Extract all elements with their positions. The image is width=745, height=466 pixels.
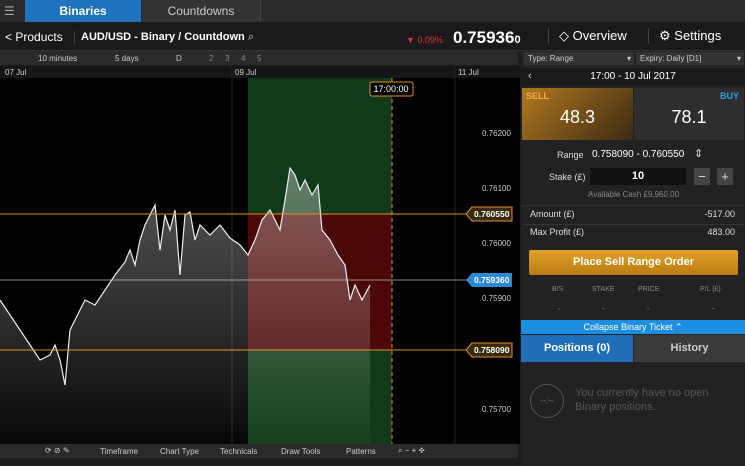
stake-input[interactable]: 10 bbox=[590, 168, 686, 185]
overview-text: Overview bbox=[572, 28, 627, 43]
stake-minus[interactable]: − bbox=[694, 168, 710, 185]
page-3[interactable]: 3 bbox=[225, 54, 230, 63]
empty-message: You currently have no open Binary positi… bbox=[575, 387, 709, 413]
level-badge bbox=[465, 206, 513, 222]
axis-label: 0.76200 bbox=[482, 129, 511, 138]
sell-price: 48.3 bbox=[559, 107, 596, 127]
level-label: 0.758090 bbox=[474, 345, 510, 355]
span[interactable]: 5 days bbox=[115, 54, 139, 63]
page-5[interactable]: 5 bbox=[257, 54, 262, 63]
profit-label: Max Profit (£) bbox=[530, 227, 585, 237]
buy-price: 78.1 bbox=[671, 107, 707, 127]
col-stake: STAKE bbox=[592, 286, 615, 293]
place-order-button[interactable]: Place Sell Range Order bbox=[529, 250, 738, 275]
period[interactable]: D bbox=[176, 54, 182, 63]
amount: -517.00 bbox=[704, 209, 735, 219]
range-value: 0.758090 - 0.760550 bbox=[592, 149, 685, 160]
cell: - bbox=[558, 304, 561, 313]
stake-label: Stake (£) bbox=[549, 172, 586, 182]
chart-toolbar bbox=[0, 51, 518, 65]
level-label: 0.760550 bbox=[474, 209, 510, 219]
col-price: PRICE bbox=[638, 286, 660, 293]
tab-binaries[interactable]: Binaries bbox=[25, 0, 141, 22]
settings-button[interactable]: ⚙ Settings bbox=[648, 28, 721, 44]
menu-button[interactable]: ☰ bbox=[4, 4, 15, 18]
overview-button[interactable]: ◇ Overview bbox=[548, 28, 627, 44]
timeframe[interactable]: Timeframe bbox=[100, 447, 138, 456]
page-2[interactable]: 2 bbox=[209, 54, 214, 63]
sell-box[interactable] bbox=[522, 88, 633, 140]
level-badge bbox=[465, 342, 513, 358]
price-area bbox=[0, 168, 370, 444]
time: 17:00 - 10 Jul 2017 bbox=[590, 71, 676, 82]
axis-label: 0.75700 bbox=[482, 405, 511, 414]
amount-label: Amount (£) bbox=[530, 209, 575, 219]
chart-type[interactable]: Chart Type bbox=[160, 447, 199, 456]
history-tab[interactable]: History bbox=[634, 335, 745, 362]
axis-label: 0.76000 bbox=[482, 239, 511, 248]
expiry-select[interactable]: Expiry: Daily [D1] ▾ bbox=[636, 52, 744, 65]
interval[interactable]: 10 minutes bbox=[38, 54, 78, 63]
type-text: Type: Range bbox=[528, 54, 574, 63]
axis-label: 0.76100 bbox=[482, 184, 511, 193]
price-pip: 0 bbox=[514, 34, 521, 46]
expiry-badge bbox=[369, 81, 414, 97]
range-icon[interactable]: ⇕ bbox=[694, 148, 704, 160]
price-line bbox=[0, 166, 371, 386]
stake-plus[interactable]: + bbox=[717, 168, 733, 185]
buy-label: BUY bbox=[720, 91, 740, 101]
expiry-label: 17:00:00 bbox=[373, 84, 408, 94]
time-row bbox=[521, 68, 745, 86]
collapse-text: Collapse Binary Ticket bbox=[583, 322, 673, 332]
available-cash: Available Cash £9,960.00 bbox=[588, 190, 680, 199]
page-4[interactable]: 4 bbox=[241, 54, 246, 63]
empty-icon: --:-- bbox=[530, 384, 564, 418]
chart-bottom-bar bbox=[0, 444, 518, 458]
price: 0.759360 bbox=[453, 28, 521, 48]
instrument: AUD/USD - Binary / Countdown ⌕ bbox=[74, 31, 254, 44]
col-pl: P/L (£) bbox=[700, 286, 721, 293]
col-bs: B/S bbox=[552, 286, 564, 293]
technicals[interactable]: Technicals bbox=[220, 447, 258, 456]
patterns[interactable]: Patterns bbox=[346, 447, 376, 456]
cell: - bbox=[647, 304, 650, 313]
back-text: Products bbox=[15, 30, 63, 44]
collapse-bar[interactable]: Collapse Binary Ticket ⌃ bbox=[521, 320, 745, 334]
cell: - bbox=[712, 304, 715, 313]
zoom-icons[interactable]: ⌕ − + ✥ bbox=[398, 446, 425, 455]
change: ▼ 0.09% bbox=[406, 35, 443, 45]
cell: - bbox=[602, 304, 605, 313]
level-label: 0.759360 bbox=[474, 275, 510, 285]
tool-icons[interactable]: ⟳ ⊘ ✎ bbox=[45, 446, 70, 455]
draw-tools[interactable]: Draw Tools bbox=[281, 447, 321, 456]
type-select[interactable]: Type: Range ▾ bbox=[524, 52, 634, 65]
settings-text: Settings bbox=[674, 28, 722, 43]
date-label: 09 Jul bbox=[235, 68, 257, 77]
positions-tab[interactable]: Positions (0) bbox=[521, 335, 633, 362]
range-label: Range bbox=[557, 150, 584, 160]
level-badge bbox=[466, 273, 512, 287]
date-row bbox=[0, 66, 520, 78]
date-label: 11 Jul bbox=[458, 68, 479, 77]
prev-time[interactable]: ‹ bbox=[528, 70, 532, 82]
tab-countdowns[interactable]: Countdowns bbox=[142, 0, 261, 22]
amount-row bbox=[522, 205, 744, 225]
price-main: 0.75936 bbox=[453, 28, 515, 47]
buy-box[interactable] bbox=[634, 88, 744, 140]
chart: 17:00:00 07 Jul 09 Jul 11 Jul 0.76200 0.… bbox=[0, 66, 520, 444]
header-bar bbox=[0, 23, 745, 51]
instrument-name: AUD/USD - Binary / Countdown bbox=[81, 31, 245, 43]
sell-label: SELL bbox=[526, 91, 550, 101]
profit: 483.00 bbox=[707, 227, 735, 237]
back-products[interactable]: < Products bbox=[5, 30, 63, 44]
date-label: 07 Jul bbox=[5, 68, 27, 77]
expiry-text: Expiry: Daily [D1] bbox=[640, 54, 702, 63]
axis-label: 0.75900 bbox=[482, 294, 511, 303]
